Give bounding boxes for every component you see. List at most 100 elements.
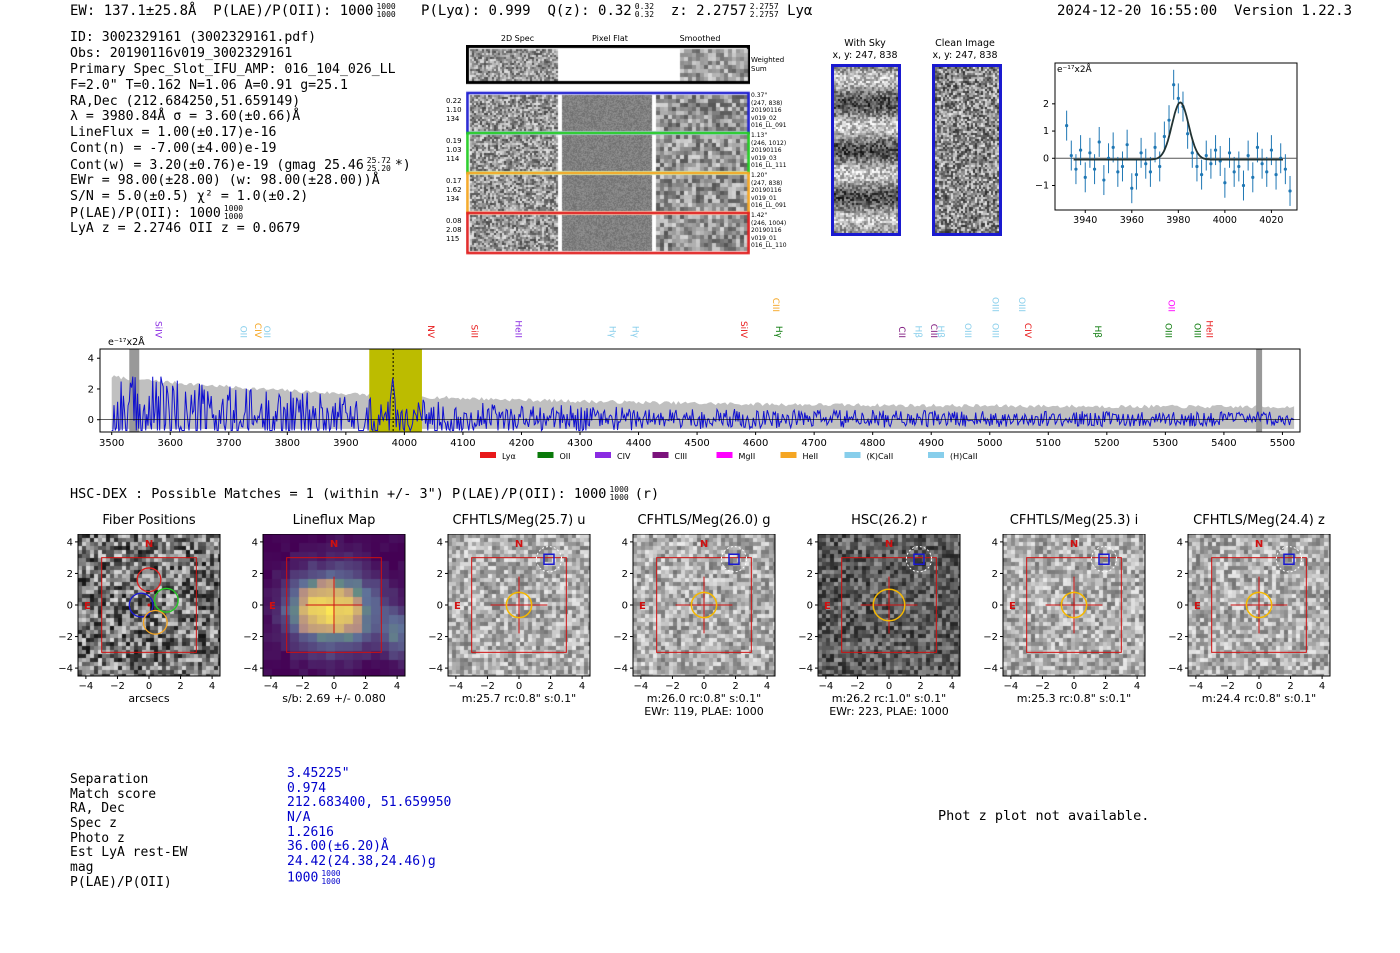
cutout-ytick-label: 2 bbox=[437, 569, 443, 580]
header-plae-hi: 1000 bbox=[376, 2, 396, 11]
cutout-caption: m:25.7 rc:0.8" s:0.1" bbox=[461, 692, 577, 705]
cutout-ytick-label: 4 bbox=[992, 537, 998, 548]
zoom-point bbox=[1172, 83, 1176, 87]
cutout-caption: m:24.4 rc:0.8" s:0.1" bbox=[1201, 692, 1317, 705]
spectrum-line-label: SiIV bbox=[738, 321, 748, 339]
zoom-unit-label: e⁻¹⁷x2Å bbox=[1057, 63, 1093, 75]
cutout-title: Fiber Positions bbox=[102, 513, 196, 528]
cutout-source-circle bbox=[505, 591, 533, 619]
legend-swatch bbox=[716, 452, 733, 458]
cutout-xtick-label: −2 bbox=[850, 681, 865, 692]
spectrum-ytick-label: 0 bbox=[88, 415, 94, 426]
legend-label: OII bbox=[560, 452, 571, 461]
hsc-title-end: (r) bbox=[634, 486, 660, 502]
match-value-plae-row: 1000 1000 1000 bbox=[287, 868, 451, 885]
legend-label: CIV bbox=[617, 452, 631, 461]
spectrum-line-label: SiIV bbox=[153, 321, 163, 339]
cutout-xtick-label: 2 bbox=[917, 681, 923, 692]
cutout-center-dot bbox=[147, 603, 151, 607]
spectrum-line-label: CIII bbox=[770, 298, 780, 312]
cutout-aperture-box bbox=[1026, 557, 1122, 653]
info-obs: Obs: 20190116v019_3002329161 bbox=[70, 45, 293, 61]
spec2d-row-meta: 1.20" bbox=[751, 172, 768, 179]
hsc-title-hi: 1000 bbox=[609, 485, 629, 494]
legend-swatch bbox=[780, 452, 797, 458]
match-plae-hi: 1000 bbox=[321, 868, 341, 878]
cutout-match-box bbox=[728, 553, 740, 565]
cutout-xtick-label: 0 bbox=[1071, 681, 1077, 692]
cutout-xtick-label: 4 bbox=[949, 681, 955, 692]
zoom-point bbox=[1092, 167, 1097, 171]
zoom-ytick-label: 2 bbox=[1043, 99, 1049, 110]
zoom-fit-plot: 3940 3960 3980 4000 4020 2 1 0 −1 e⁻¹⁷x2Å bbox=[1035, 62, 1298, 226]
spec2d-row-stat: 134 bbox=[446, 195, 460, 203]
cutout-match-circle bbox=[905, 546, 933, 573]
spectrum-line-label: Hγ bbox=[606, 326, 616, 339]
cutout-aperture-box bbox=[101, 557, 197, 653]
spectrum-line-label: OII bbox=[1165, 300, 1175, 312]
cutout-ytick-label: −4 bbox=[243, 664, 258, 675]
zoom-point bbox=[1288, 189, 1292, 193]
zoom-point bbox=[1078, 148, 1083, 152]
cutout-ytick-label: −4 bbox=[58, 664, 73, 675]
match-labels: Separation Match score RA, Dec Spec z Ph… bbox=[70, 772, 187, 891]
spectrum-xtick-label: 3900 bbox=[333, 438, 358, 449]
cutout-ytick-label: 0 bbox=[437, 601, 443, 612]
spectrum-line-label: CIV bbox=[252, 323, 262, 339]
cutout-ytick-label: 0 bbox=[807, 601, 813, 612]
cutout-ytick-label: 4 bbox=[1177, 537, 1183, 548]
cutout-overlay: N E −4 −2 0 2 4 4 2 0 −2 −4 bbox=[58, 534, 221, 692]
cutout-source-circle bbox=[690, 591, 718, 619]
cutout-ytick-label: −2 bbox=[1168, 632, 1183, 643]
cutout-ytick-label: 4 bbox=[622, 537, 628, 548]
cutout-overlay: N E −4 −2 0 2 4 4 2 0 −2 −4 bbox=[983, 534, 1146, 692]
info-contw-row: Cont(w) = 3.20(±0.76)e-19 (gmag 25.46 25.… bbox=[70, 157, 411, 174]
spectrum-mask-right bbox=[1256, 349, 1263, 432]
spec2d-row-stat: 1.10 bbox=[446, 106, 462, 114]
spectrum-ylabel: e⁻¹⁷x2Å bbox=[108, 336, 145, 348]
spec2d-row-stat: 134 bbox=[446, 115, 460, 123]
zoom-xtick-label: 4020 bbox=[1259, 215, 1283, 226]
header-line: Lyα bbox=[787, 3, 813, 19]
zoom-point bbox=[1111, 145, 1115, 149]
with-sky-title: With Sky bbox=[844, 38, 886, 49]
cutout-caption: m:25.3 rc:0.8" s:0.1" bbox=[1016, 692, 1132, 705]
hsc-title-row: HSC-DEX : Possible Matches = 1 (within +… bbox=[70, 485, 660, 503]
zoom-point bbox=[1116, 170, 1120, 174]
cutout-xtick-label: −2 bbox=[110, 681, 125, 692]
spectrum-line-label: SiII bbox=[469, 324, 479, 338]
zoom-point bbox=[1204, 153, 1208, 158]
spec2d-row-meta: (246, 1012) bbox=[751, 139, 787, 147]
spec2d-row-meta: v019_03 bbox=[751, 154, 777, 162]
zoom-point bbox=[1120, 164, 1125, 169]
info-block: ID: 3002329161 (3002329161.pdf) Obs: 201… bbox=[70, 30, 411, 237]
info-lyaz: LyA z = 2.2746 OII z = 0.0679 bbox=[70, 220, 301, 236]
cutout-match-circle bbox=[535, 546, 563, 573]
info-plae-hi: 1000 bbox=[223, 203, 244, 213]
spec2d-row-stat: 1.62 bbox=[446, 186, 462, 194]
spectrum-line-label: HeII bbox=[1203, 320, 1213, 338]
spec2d-row-meta: 20190116 bbox=[751, 187, 782, 195]
cutout-fiber-circle bbox=[128, 592, 154, 618]
match-label-score: Match score bbox=[70, 786, 157, 802]
info-contw-end: *) bbox=[394, 158, 411, 174]
cutout-fiber-circle bbox=[136, 567, 162, 593]
cutout-overlay: N E −4 −2 0 2 4 4 2 0 −2 −4 bbox=[613, 534, 776, 692]
spectrum-xtick-label: 5100 bbox=[1036, 438, 1061, 449]
hsc-title: HSC-DEX : Possible Matches = 1 (within +… bbox=[70, 486, 607, 502]
zoom-ytick-label: 0 bbox=[1043, 153, 1049, 164]
zoom-point bbox=[1065, 124, 1069, 128]
zoom-point bbox=[1176, 96, 1180, 100]
cutout-ytick-label: 2 bbox=[67, 569, 73, 580]
spectrum-ytick-label: 4 bbox=[88, 354, 94, 365]
cutout-ytick-label: −2 bbox=[58, 632, 73, 643]
cutout-ytick-label: 0 bbox=[622, 601, 628, 612]
cutout-ytick-label: −2 bbox=[613, 632, 628, 643]
cutout-xtick-label: 2 bbox=[547, 681, 553, 692]
legend-label: CIII bbox=[675, 452, 688, 461]
spectrum-line-label: OII bbox=[238, 326, 248, 338]
cutout-aperture-box bbox=[1211, 557, 1307, 653]
cutout-xtick-label: 0 bbox=[146, 681, 152, 692]
spec2d-row-meta: 20190116 bbox=[751, 227, 782, 235]
zoom-point bbox=[1199, 173, 1204, 177]
